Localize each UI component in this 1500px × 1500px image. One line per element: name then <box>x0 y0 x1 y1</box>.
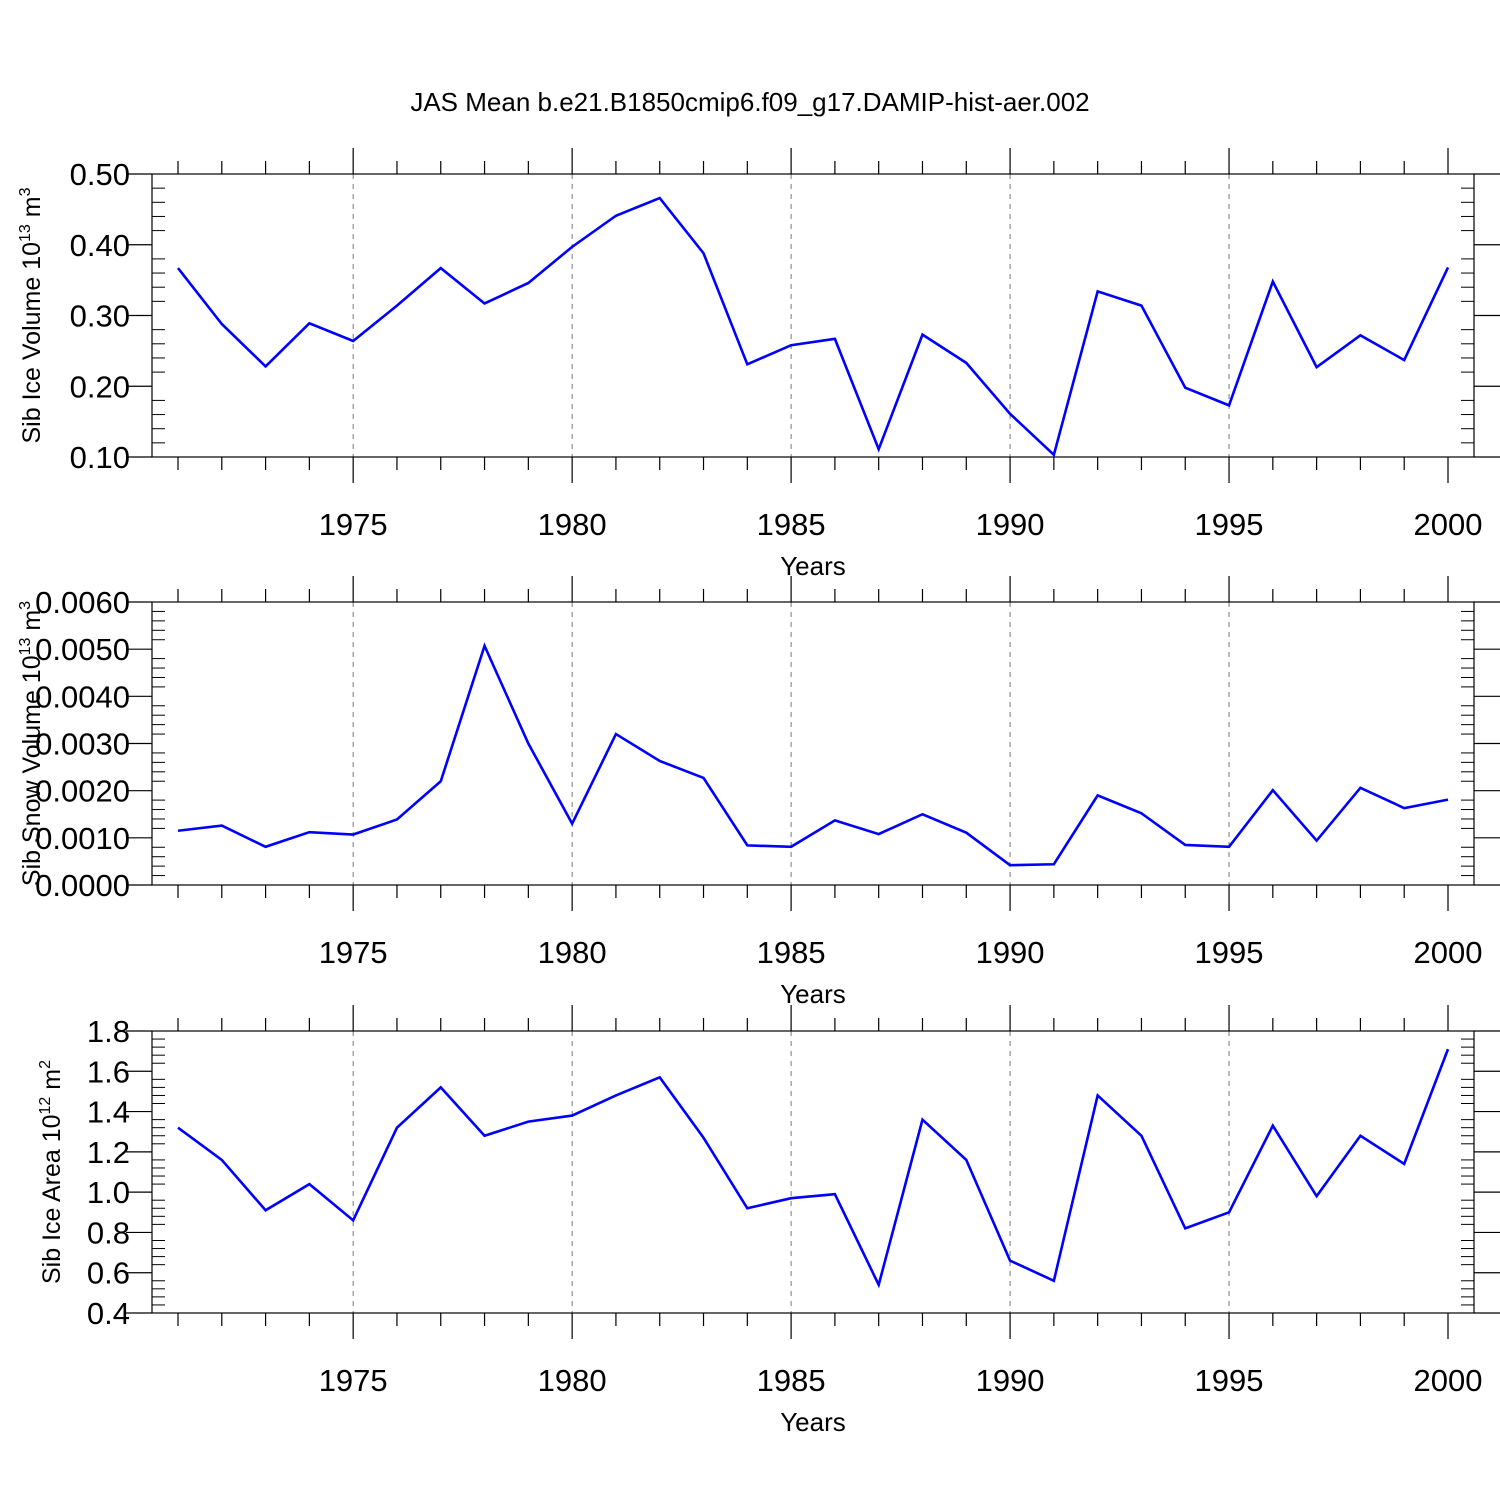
y-tick-label: 1.8 <box>87 1014 130 1049</box>
x-tick-label: 1975 <box>319 1363 388 1398</box>
y-tick-label: 1.0 <box>87 1175 130 1210</box>
x-axis-label: Years <box>780 979 846 1009</box>
y-tick-label: 1.2 <box>87 1135 130 1170</box>
x-axis-label: Years <box>780 551 846 581</box>
y-tick-label: 0.20 <box>70 369 130 404</box>
y-axis-label: Sib Ice Volume 1013 m3 <box>17 187 46 443</box>
y-tick-label: 1.6 <box>87 1054 130 1089</box>
y-tick-label: 0.40 <box>70 228 130 263</box>
y-tick-label: 0.8 <box>87 1215 130 1250</box>
x-tick-label: 1995 <box>1195 507 1264 542</box>
y-tick-label: 0.10 <box>70 440 130 475</box>
x-tick-label: 2000 <box>1414 507 1483 542</box>
x-tick-label: 1990 <box>976 507 1045 542</box>
y-tick-label: 0.0060 <box>35 585 130 620</box>
y-tick-label: 0.0030 <box>35 727 130 762</box>
x-tick-label: 1980 <box>538 507 607 542</box>
x-tick-label: 1985 <box>757 935 826 970</box>
x-tick-label: 1995 <box>1195 1363 1264 1398</box>
x-tick-label: 1990 <box>976 935 1045 970</box>
x-tick-label: 1975 <box>319 935 388 970</box>
series-line <box>177 1048 1450 1289</box>
y-tick-label: 0.0050 <box>35 632 130 667</box>
y-tick-label: 0.6 <box>87 1256 130 1291</box>
y-tick-label: 1.4 <box>87 1095 130 1130</box>
x-axis-label: Years <box>780 1407 846 1437</box>
series-line <box>177 642 1449 867</box>
panels: 0.10 0.20 0.30 0.40 0.50 1975 1980 1985 1990 1995… <box>17 148 1500 1437</box>
y-tick-label: 0.0040 <box>35 679 130 714</box>
x-tick-label: 1980 <box>538 935 607 970</box>
x-tick-label: 1985 <box>757 1363 826 1398</box>
x-tick-label: 1980 <box>538 1363 607 1398</box>
y-tick-label: 0.0000 <box>35 868 130 903</box>
plot-frame <box>151 601 1475 886</box>
panel-2: 0.0000 0.0010 0.0020 0.0030 0.0040 0.0050 0.00… <box>17 576 1500 1009</box>
y-tick-label: 0.50 <box>70 157 130 192</box>
plot-frame <box>151 173 1475 458</box>
panel-3: 0.4 0.6 0.8 1.0 1.2 1.4 1.6 1.8 1975 1980 1985 1990… <box>37 1005 1500 1437</box>
panel-1: 0.10 0.20 0.30 0.40 0.50 1975 1980 1985 1990 1995… <box>17 148 1500 581</box>
x-tick-label: 2000 <box>1414 1363 1483 1398</box>
x-tick-label: 2000 <box>1414 935 1483 970</box>
x-tick-label: 1995 <box>1195 935 1264 970</box>
y-tick-label: 0.0010 <box>35 821 130 856</box>
chart-title: JAS Mean b.e21.B1850cmip6.f09_g17.DAMIP-… <box>410 87 1089 117</box>
x-tick-label: 1990 <box>976 1363 1045 1398</box>
plot-frame <box>151 1030 1475 1314</box>
y-tick-label: 0.0020 <box>35 774 130 809</box>
y-tick-label: 0.4 <box>87 1296 130 1331</box>
x-tick-label: 1975 <box>319 507 388 542</box>
series-line <box>176 196 1450 458</box>
y-axis-label: Sib Snow Volume 1013 m3 <box>17 601 46 886</box>
y-tick-label: 0.30 <box>70 299 130 334</box>
y-axis-label: Sib Ice Area 1012 m2 <box>37 1060 66 1284</box>
x-tick-label: 1985 <box>757 507 826 542</box>
